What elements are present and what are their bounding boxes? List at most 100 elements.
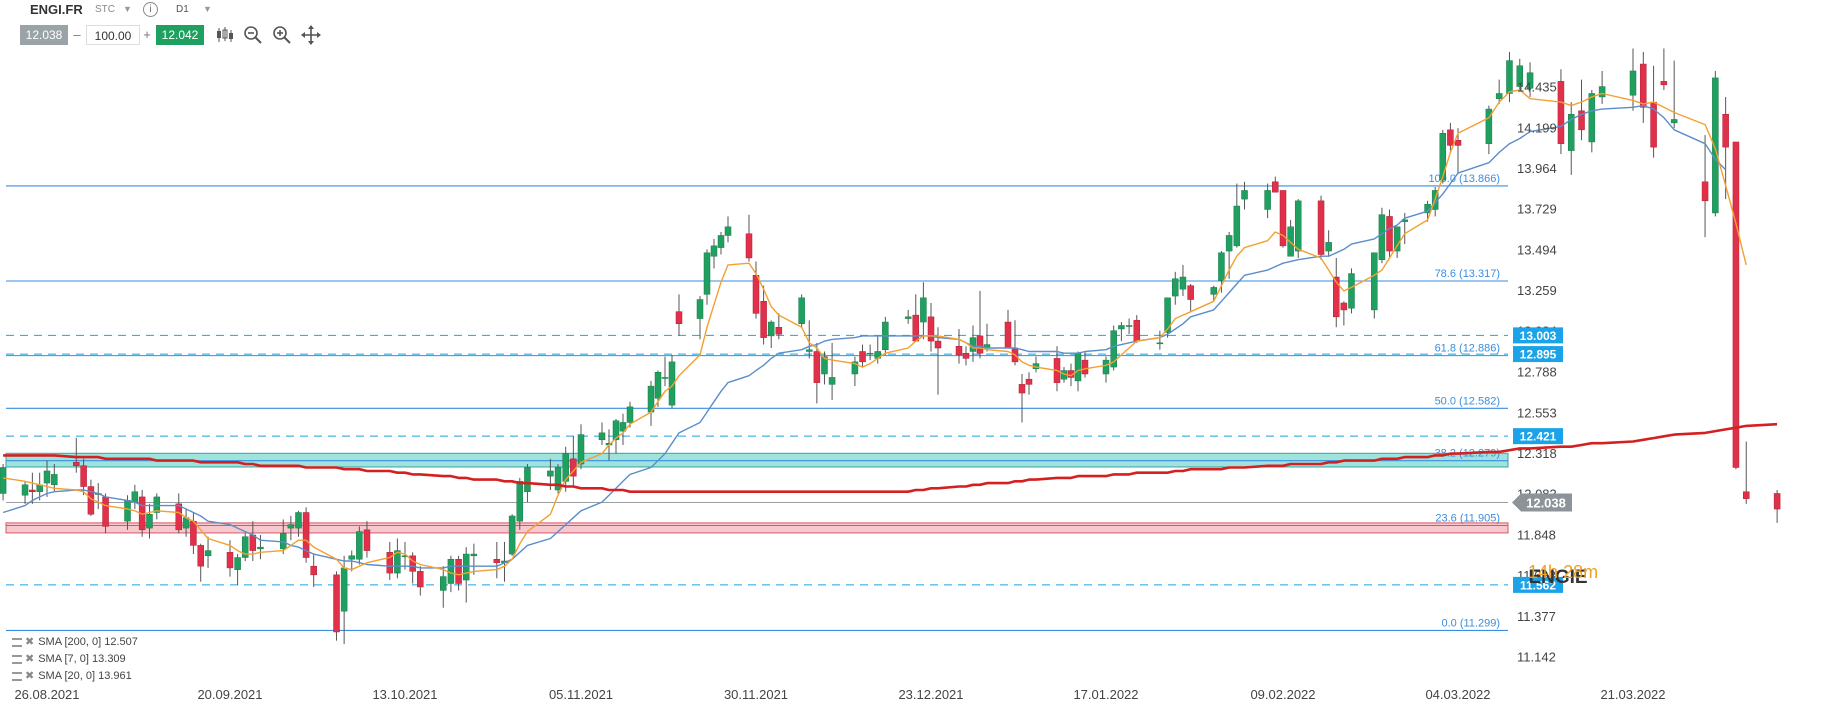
pan-icon[interactable] [300, 24, 322, 46]
candle-up [1588, 93, 1596, 143]
x-tick-label: 04.03.2022 [1425, 687, 1490, 702]
candle-down [859, 351, 866, 363]
candle-up [51, 474, 58, 486]
countdown-minutes: 28m [1563, 562, 1599, 582]
candle-up [577, 434, 585, 465]
x-tick-label: 13.10.2021 [372, 687, 437, 702]
candle-up [696, 299, 704, 319]
candle-up [348, 555, 355, 560]
candle-up [920, 297, 927, 323]
candle-down [675, 311, 683, 325]
candle-up [1378, 214, 1386, 260]
close-icon[interactable]: ✖ [25, 636, 35, 648]
candle-up [153, 496, 161, 513]
candle-up [1506, 60, 1513, 94]
candle-up [598, 432, 606, 441]
candle-up [904, 316, 912, 319]
candle-down [1279, 190, 1287, 247]
candle-down [175, 503, 183, 531]
close-icon[interactable]: ✖ [25, 670, 35, 682]
fib-label: 0.0 (11.299) [1441, 617, 1500, 629]
candle-down [386, 552, 394, 574]
candle-down [1317, 200, 1325, 255]
resistance-zone [5, 522, 1509, 534]
candle-countdown: 14h 28m [1528, 562, 1598, 583]
zoom-in-icon[interactable] [271, 24, 293, 46]
candle-down [1701, 181, 1709, 202]
candle-down [1187, 285, 1194, 300]
symbol-label[interactable]: ENGI.FR [30, 2, 83, 17]
candle-up [1233, 205, 1241, 247]
candle-down [455, 559, 462, 584]
fib-label: 50.0 (12.582) [1435, 395, 1500, 407]
sell-price-button[interactable]: 12.038 [20, 25, 68, 45]
candle-up [0, 467, 7, 494]
candle-up [1264, 190, 1271, 210]
price-tag-label: 11.562 [1520, 578, 1556, 592]
legend-sma-20[interactable]: ✖ SMA [20, 0] 13.961 [12, 669, 132, 683]
candle-up [703, 252, 711, 295]
candle-up [1164, 297, 1171, 333]
legend-sma-200[interactable]: ✖ SMA [200, 0] 12.507 [12, 635, 138, 649]
zoom-out-icon[interactable] [242, 24, 264, 46]
price-tag [1513, 346, 1563, 363]
sma-7-line [2, 89, 1747, 576]
countdown-hours: 14h [1528, 562, 1559, 582]
candle-up [1218, 252, 1225, 281]
candle-up [1485, 108, 1493, 144]
candle-up [828, 377, 836, 385]
price-tag-label: 12.421 [1520, 430, 1557, 444]
x-tick-label: 21.03.2022 [1600, 687, 1665, 702]
volume-input[interactable]: 100.00 [86, 25, 140, 45]
candle-up [1439, 133, 1447, 181]
candle-up [806, 349, 813, 352]
x-tick-label: 26.08.2021 [14, 687, 79, 702]
toolbar: ENGI.FR STC ▼ i D1 ▼ 12.038 – 100.00 + 1… [0, 0, 360, 50]
candle-up [241, 536, 249, 558]
chevron-down-icon[interactable]: ▼ [123, 4, 132, 14]
candle-up [866, 352, 874, 355]
candle-up [394, 550, 401, 574]
candle-down [302, 512, 310, 558]
candle-down [1660, 81, 1668, 86]
sma-200-line [3, 422, 1778, 494]
info-icon[interactable]: i [143, 2, 158, 17]
instrument-type-label[interactable]: STC [95, 4, 115, 15]
candle-up [124, 500, 131, 522]
candle-up [204, 550, 212, 557]
y-tick-label: 12.553 [1517, 405, 1557, 420]
candle-down [1333, 276, 1340, 318]
y-tick-label: 14.199 [1517, 120, 1557, 135]
close-icon[interactable]: ✖ [25, 653, 35, 665]
candle-down [226, 552, 234, 569]
price-tag-label: 13.003 [1520, 329, 1557, 343]
candle-down [29, 489, 36, 492]
candle-down [1557, 81, 1565, 144]
candle-down [1640, 63, 1647, 108]
y-tick-label: 12.788 [1517, 365, 1557, 380]
candle-down [310, 565, 317, 576]
candle-up [851, 361, 859, 375]
buy-price-button[interactable]: 12.042 [156, 25, 204, 45]
candle-up [1156, 342, 1164, 345]
y-tick-label: 11.377 [1517, 609, 1556, 624]
y-tick-label: 13.494 [1517, 242, 1557, 257]
candle-up [146, 513, 153, 529]
candle-down [1386, 216, 1393, 252]
chevron-down-icon[interactable]: ▼ [203, 4, 212, 14]
candle-up [1325, 242, 1332, 252]
timeframe-label[interactable]: D1 [176, 4, 189, 15]
candle-down [1272, 181, 1279, 193]
legend-sma-7[interactable]: ✖ SMA [7, 0] 13.309 [12, 652, 126, 666]
candle-up [619, 422, 627, 432]
candle-up [1393, 226, 1401, 252]
candle-up [1110, 330, 1117, 368]
candle-up [654, 372, 662, 399]
chart-type-icon[interactable] [214, 24, 236, 46]
volume-decrease-button[interactable]: – [73, 27, 81, 42]
volume-increase-button[interactable]: + [143, 27, 151, 42]
legend-label: SMA [20, 0] 13.961 [38, 670, 132, 682]
candle-up [340, 567, 348, 612]
current-price-tag [1512, 493, 1572, 512]
